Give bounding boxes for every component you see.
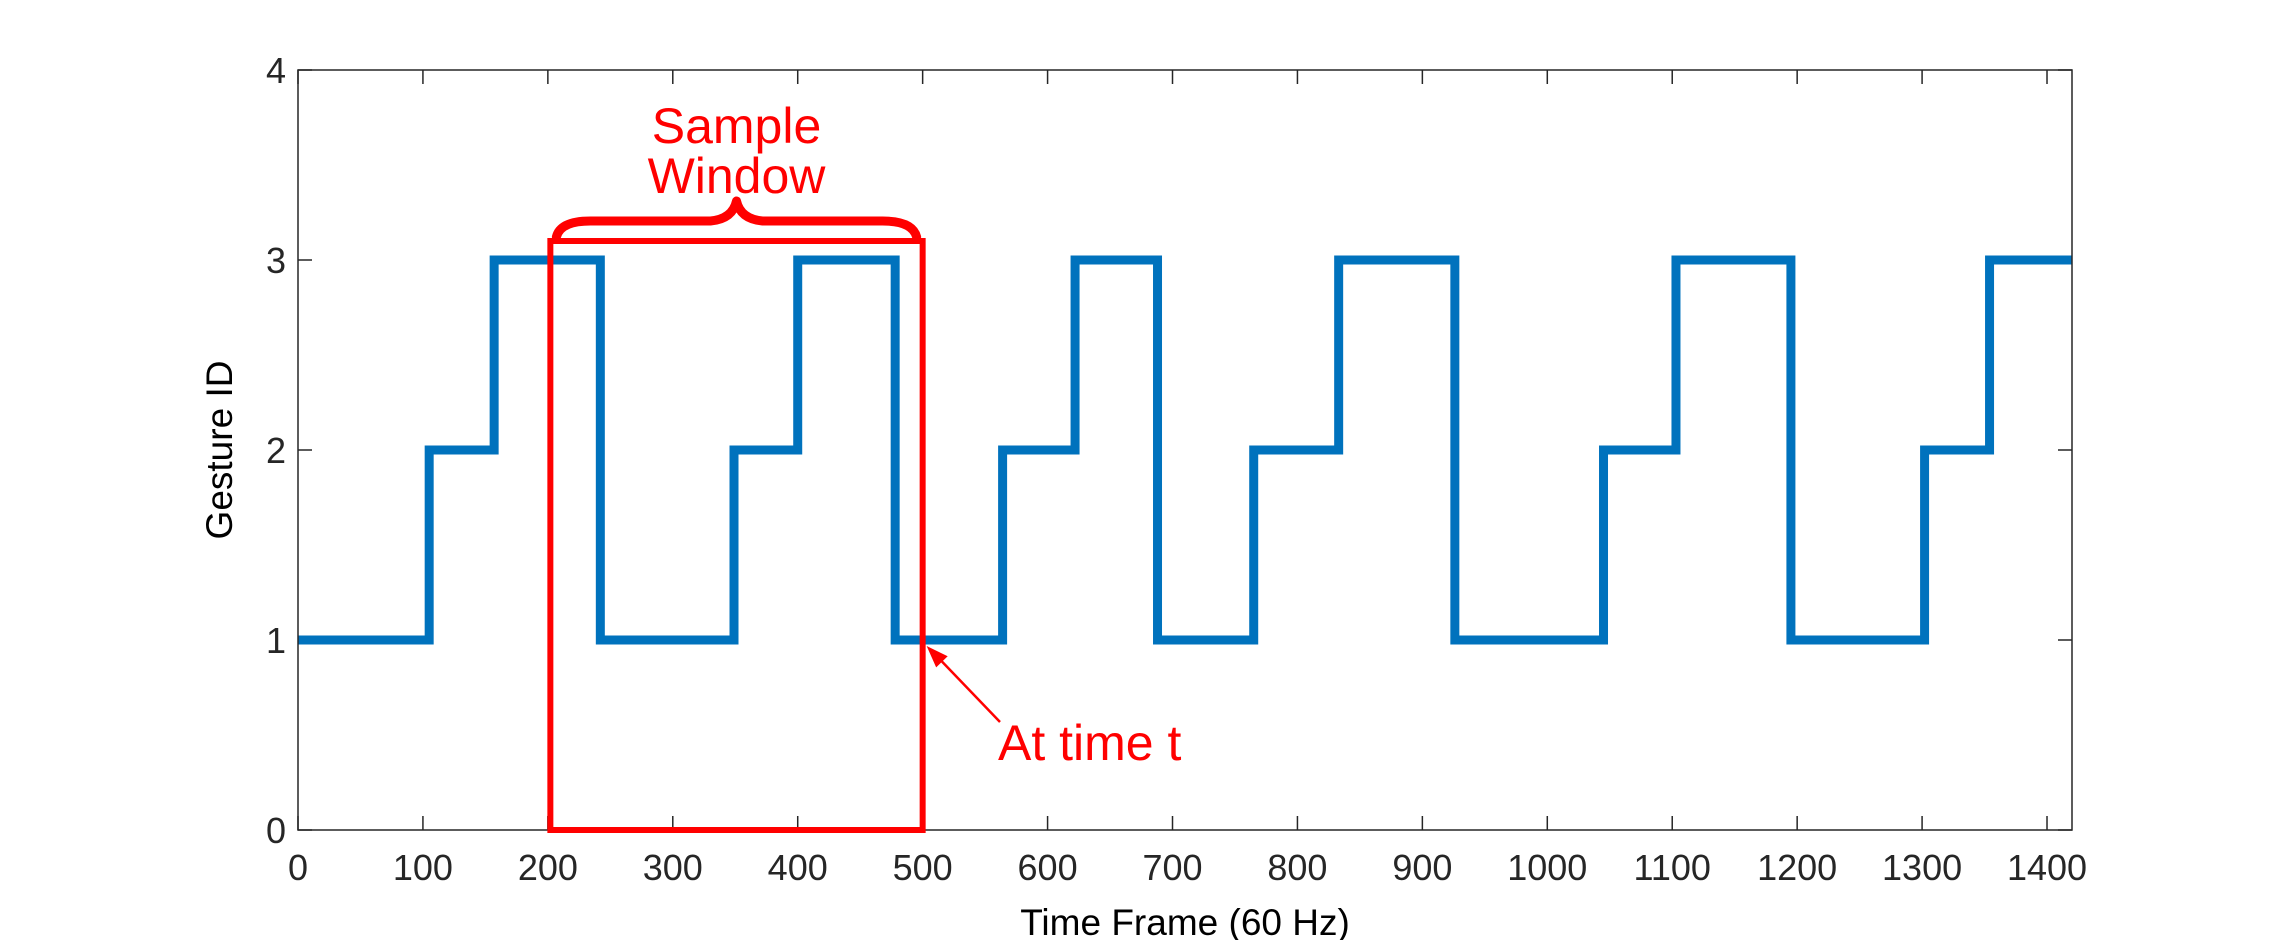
x-tick-label: 700 bbox=[1142, 847, 1202, 888]
x-axis-ticks: 0 100 200 300 400 500 600 700 800 900 1000 1100 1200… bbox=[288, 70, 2087, 888]
y-tick-label: 4 bbox=[266, 50, 286, 91]
plot-frame bbox=[297, 69, 2073, 831]
y-tick-label: 1 bbox=[266, 620, 286, 661]
x-tick-label: 100 bbox=[393, 847, 453, 888]
x-tick-label: 1400 bbox=[2007, 847, 2087, 888]
sample-window-box bbox=[547, 238, 926, 833]
x-tick-label: 1300 bbox=[1882, 847, 1962, 888]
x-tick-label: 600 bbox=[1018, 847, 1078, 888]
x-tick-label: 500 bbox=[893, 847, 953, 888]
x-tick-label: 1200 bbox=[1757, 847, 1837, 888]
gesture-id-series-line bbox=[298, 255, 2072, 645]
time-arrow-head bbox=[926, 646, 948, 668]
time-t-label: At time t bbox=[998, 715, 1181, 771]
y-tick-label: 0 bbox=[266, 810, 286, 851]
x-tick-label: 1000 bbox=[1507, 847, 1587, 888]
x-tick-label: 200 bbox=[518, 847, 578, 888]
x-tick-label: 900 bbox=[1392, 847, 1452, 888]
time-arrow-line bbox=[935, 655, 1001, 723]
plot-area bbox=[298, 70, 2072, 830]
sample-window-brace bbox=[551, 196, 922, 242]
x-tick-label: 800 bbox=[1267, 847, 1327, 888]
x-tick-label: 1100 bbox=[1634, 847, 1711, 888]
x-tick-label: 300 bbox=[643, 847, 703, 888]
sample-window-label-line1: Sample bbox=[652, 98, 822, 154]
y-tick-label: 2 bbox=[266, 430, 286, 471]
x-tick-label: 0 bbox=[288, 847, 308, 888]
y-axis-label: Gesture ID bbox=[199, 361, 240, 540]
sample-window-label-line2: Window bbox=[648, 148, 827, 204]
y-tick-label: 3 bbox=[266, 240, 286, 281]
x-tick-label: 400 bbox=[768, 847, 828, 888]
x-axis-label: Time Frame (60 Hz) bbox=[1020, 902, 1350, 940]
